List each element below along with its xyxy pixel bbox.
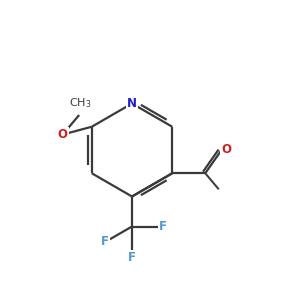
Text: CH$_3$: CH$_3$ — [69, 97, 92, 110]
Text: N: N — [127, 97, 137, 110]
Text: O: O — [58, 128, 68, 141]
Text: F: F — [101, 236, 109, 248]
Text: O: O — [221, 143, 231, 156]
Text: F: F — [128, 251, 136, 264]
Text: F: F — [159, 220, 167, 233]
